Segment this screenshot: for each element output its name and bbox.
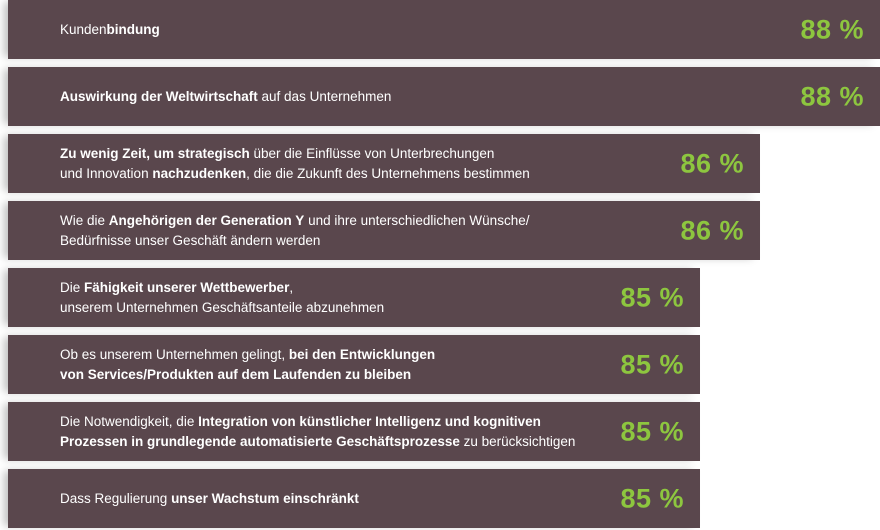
bar-label-6: Ob es unserem Unternehmen gelingt, bei d… (60, 346, 436, 382)
bar-value-3: 86 % (680, 148, 744, 178)
bar-label-7: Die Notwendigkeit, die Integration von k… (60, 413, 576, 449)
bar-value-8: 85 % (620, 483, 684, 513)
bar-label-1: Kundenbindung (60, 21, 160, 37)
bar-value-5: 85 % (620, 282, 684, 312)
bar-6: Ob es unserem Unternehmen gelingt, bei d… (8, 335, 700, 394)
bar-label-3: Zu wenig Zeit, um strategisch über die E… (60, 145, 530, 181)
bar-value-1: 88 % (800, 14, 864, 44)
bar-label-5: Die Fähigkeit unserer Wettbewerber, unser… (60, 279, 385, 315)
bar-3: Zu wenig Zeit, um strategisch über die E… (8, 134, 760, 193)
bar-value-4: 86 % (680, 215, 744, 245)
bar-value-7: 85 % (620, 416, 684, 446)
bar-5: Die Fähigkeit unserer Wettbewerber, unser… (8, 268, 700, 327)
bar-label-8: Dass Regulierung unser Wachstum einschrä… (60, 490, 359, 506)
bar-7: Die Notwendigkeit, die Integration von k… (8, 402, 700, 461)
bar-1: Kundenbindung 88 % (8, 0, 880, 59)
bar-2: Auswirkung der Weltwirtschaft auf das Un… (8, 67, 880, 126)
bar-4: Wie die Angehörigen der Generation Y und… (8, 201, 760, 260)
bar-label-4: Wie die Angehörigen der Generation Y und… (60, 212, 530, 248)
bar-label-2: Auswirkung der Weltwirtschaft auf das Un… (60, 88, 392, 104)
bar-8: Dass Regulierung unser Wachstum einschrä… (8, 469, 700, 528)
bar-value-6: 85 % (620, 349, 684, 379)
bar-value-2: 88 % (800, 81, 864, 111)
